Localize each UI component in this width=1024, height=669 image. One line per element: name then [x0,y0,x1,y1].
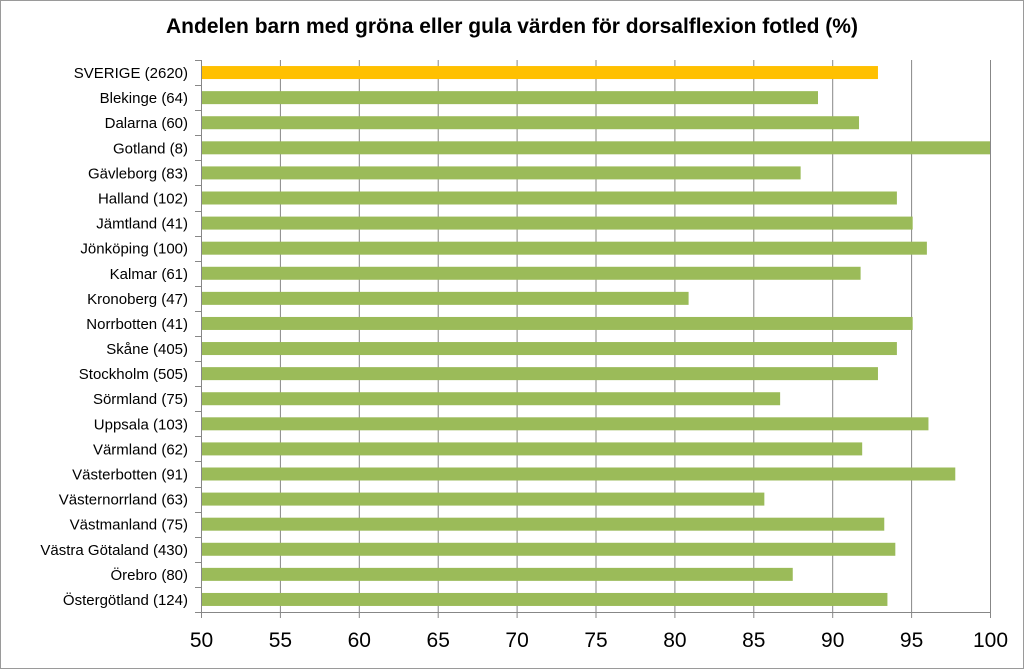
category-label: Gotland (8) [113,140,188,157]
x-tick-label: 95 [900,629,923,652]
category-label: Uppsala (103) [94,416,188,433]
category-label: Gävleborg (83) [88,165,188,182]
bar [202,592,888,606]
category-label: Östergötland (124) [63,591,188,609]
category-label: Västra Götaland (430) [40,542,188,559]
x-tick-label: 90 [821,629,844,652]
bar [202,291,689,305]
bar [202,316,913,330]
bar [202,417,929,431]
bar [202,116,860,130]
x-tick-label: 80 [663,629,686,652]
category-label: SVERIGE (2620) [74,65,188,82]
category-label: Sörmland (75) [93,391,188,408]
category-label: Kronoberg (47) [87,291,188,308]
x-tick-label: 50 [190,629,213,652]
category-label: Stockholm (505) [79,366,188,383]
bar [202,241,927,255]
bar [202,266,861,280]
category-label: Blekinge (64) [100,90,188,107]
x-tick-label: 65 [427,629,450,652]
bar-highlight [202,66,878,80]
category-label: Jämtland (41) [96,216,188,233]
x-tick-label: 70 [505,629,528,652]
category-label: Kalmar (61) [110,266,188,283]
bar [202,467,956,481]
bar [202,191,897,205]
category-label: Värmland (62) [93,441,188,458]
category-label: Västernorrland (63) [59,492,188,509]
x-tick-label: 75 [584,629,607,652]
bar [202,367,878,381]
category-label: Norrbotten (41) [86,316,188,333]
bar [202,542,896,556]
bar [202,342,897,356]
x-tick-label: 60 [348,629,371,652]
x-tick-label: 55 [269,629,292,652]
chart-title: Andelen barn med gröna eller gula värden… [166,15,858,38]
bar [202,166,801,180]
bar [202,141,990,155]
bar [202,216,913,230]
category-label: Skåne (405) [106,341,188,358]
category-label: Jönköping (100) [80,241,188,258]
x-tick-label: 100 [973,629,1008,652]
category-label: Örebro (80) [110,566,188,584]
category-label: Dalarna (60) [105,115,188,132]
category-label: Västmanland (75) [70,517,188,534]
bar [202,442,863,456]
bar [202,492,765,506]
bar [202,392,781,406]
category-label: Västerbotten (91) [72,467,188,484]
bar [202,91,818,105]
x-tick-label: 85 [742,629,765,652]
bar [202,517,885,531]
category-label: Halland (102) [98,191,188,208]
bar [202,567,793,581]
